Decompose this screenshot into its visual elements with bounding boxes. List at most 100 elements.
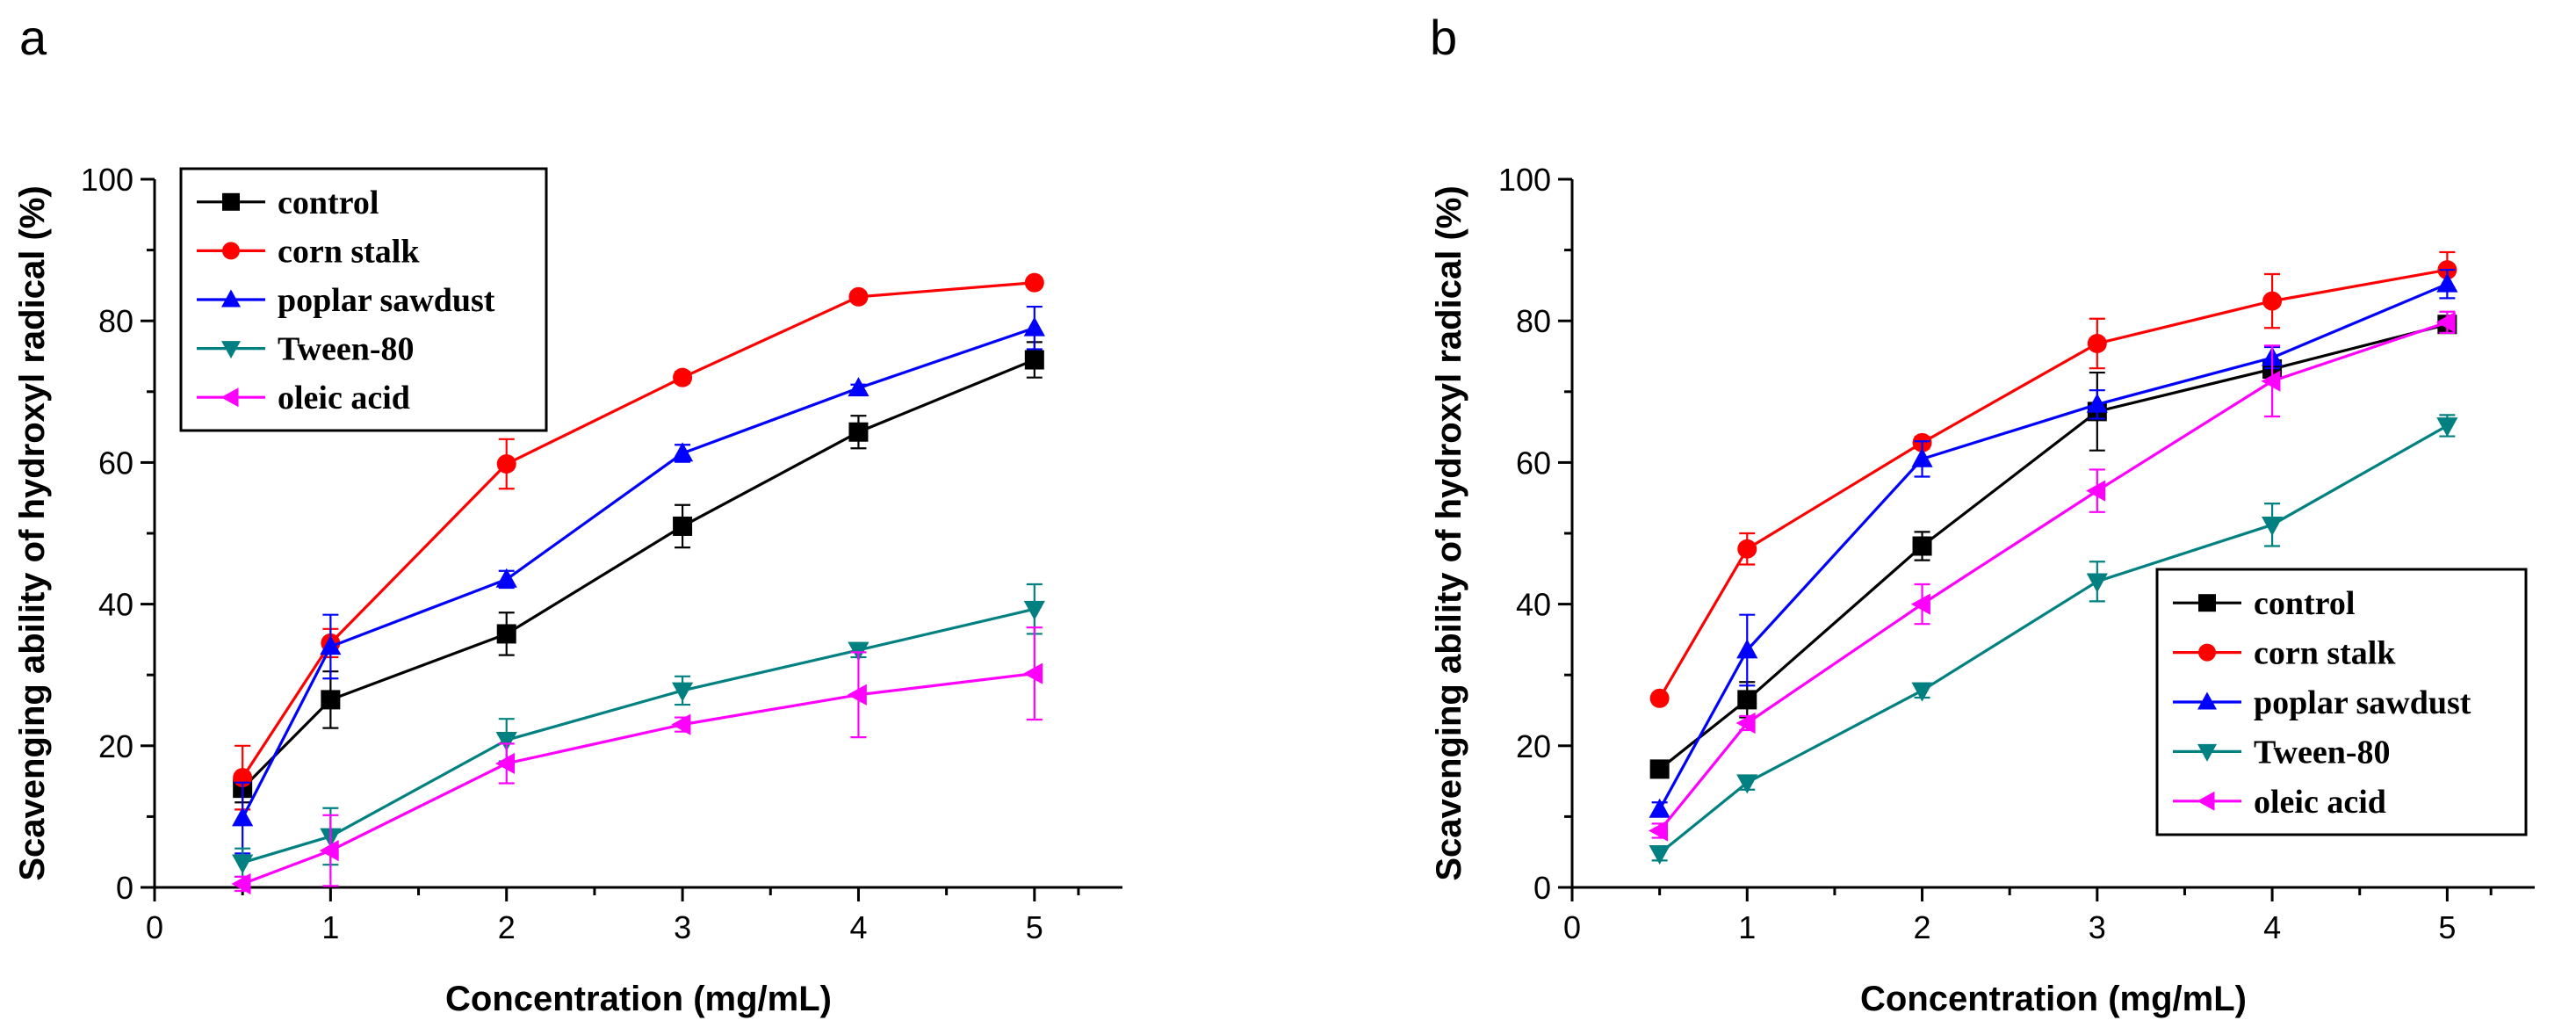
panel-a-series-oleic-acid xyxy=(231,626,1043,895)
data-point xyxy=(2086,393,2108,413)
data-point xyxy=(1023,316,1045,337)
data-point xyxy=(673,516,693,536)
legend-item-poplar-sawdust: poplar sawdust xyxy=(197,282,495,319)
legend-item-tween-80: Tween-80 xyxy=(2173,734,2391,771)
data-point xyxy=(1911,447,1933,467)
legend-label: Tween-80 xyxy=(278,331,415,368)
data-point xyxy=(496,454,516,474)
data-point xyxy=(2436,272,2458,293)
data-point xyxy=(671,442,694,462)
data-point xyxy=(495,752,516,775)
data-point xyxy=(1649,844,1670,865)
data-point xyxy=(1024,350,1044,370)
panel-b-x-axis-title: Concentration (mg/mL) xyxy=(1860,980,2247,1018)
series-line xyxy=(242,671,1035,886)
legend-marker xyxy=(2197,743,2217,762)
legend-item-tween-80: Tween-80 xyxy=(197,331,415,368)
panel-a-series-tween-80 xyxy=(232,583,1045,879)
legend-label: oleic acid xyxy=(2254,784,2386,821)
data-point xyxy=(2262,291,2283,311)
series-line xyxy=(1658,424,2449,855)
data-point xyxy=(495,732,517,752)
data-point xyxy=(1023,600,1045,620)
chart-panel-a: a 0 1 2 3 4 5 0 20 40 60 80 100 Concentration (mg/mL)… xyxy=(13,10,1122,1018)
legend-item-oleic-acid: oleic acid xyxy=(2173,784,2386,821)
legend-item-oleic-acid: oleic acid xyxy=(197,380,410,416)
data-point xyxy=(1023,662,1043,684)
panel-a-x-tick-label-3: 3 xyxy=(674,909,691,945)
panel-a-y-tick-label-0: 0 xyxy=(116,870,133,906)
panel-b-y-tick-label-40: 40 xyxy=(1516,587,1551,623)
data-point xyxy=(848,377,869,397)
legend-marker xyxy=(2197,691,2217,710)
panel-b-x-tick-label-4: 4 xyxy=(2263,909,2281,945)
data-point xyxy=(321,690,341,710)
legend-label: poplar sawdust xyxy=(2254,684,2471,721)
legend-item-control: control xyxy=(197,185,379,221)
panel-b-y-axis-title: Scavenging ability of hydroxyl radical (… xyxy=(1430,185,1468,880)
data-point xyxy=(2261,370,2281,392)
data-point xyxy=(2086,573,2108,593)
data-point xyxy=(231,872,251,895)
series-line xyxy=(1658,282,2448,811)
panel-b-series-corn-stalk xyxy=(1649,250,2457,708)
data-point xyxy=(1649,688,1670,708)
data-point xyxy=(232,854,254,874)
legend-item-corn-stalk: corn stalk xyxy=(2173,635,2396,672)
legend-label: Tween-80 xyxy=(2254,734,2391,771)
data-point xyxy=(320,635,342,655)
series-line xyxy=(242,358,1035,790)
chart-panel-b: b 0 1 2 3 4 5 0 20 40 60 80 100 Concentration (mg/mL)… xyxy=(1430,10,2535,1018)
data-point xyxy=(319,839,339,862)
panel-a-x-tick-label-0: 0 xyxy=(146,909,163,945)
panel-a-series-poplar-sawdust xyxy=(232,305,1045,855)
panel-b-series-oleic-acid xyxy=(1648,310,2456,842)
legend-label: corn stalk xyxy=(2254,635,2396,672)
series-line xyxy=(242,607,1035,865)
data-point xyxy=(232,807,254,827)
series-line xyxy=(1658,321,2448,832)
legend-item-control: control xyxy=(2173,585,2355,622)
data-point xyxy=(1911,682,1933,702)
data-point xyxy=(495,568,517,588)
panel-b-panel-label: b xyxy=(1430,10,1457,65)
panel-a-x-axis-title: Concentration (mg/mL) xyxy=(445,980,832,1018)
series-line xyxy=(1658,322,2448,771)
panel-a-y-tick-label-20: 20 xyxy=(98,728,133,764)
panel-b-y-tick-label-20: 20 xyxy=(1516,728,1551,764)
legend-marker xyxy=(2197,791,2215,811)
panel-b-y-tick-label-100: 100 xyxy=(1498,162,1551,198)
data-point xyxy=(2436,417,2458,438)
legend-label: corn stalk xyxy=(278,233,420,270)
legend-item-corn-stalk: corn stalk xyxy=(197,233,420,270)
legend-label: control xyxy=(2254,585,2355,622)
legend-marker xyxy=(220,387,239,408)
legend-marker xyxy=(2198,594,2216,612)
panel-b-x-tick-label-3: 3 xyxy=(2089,909,2106,945)
data-point xyxy=(1648,820,1668,842)
data-point xyxy=(496,624,516,644)
panel-b-y-tick-label-80: 80 xyxy=(1516,303,1551,339)
data-point xyxy=(1735,712,1756,735)
data-point xyxy=(673,367,693,387)
panel-a-y-tick-label-60: 60 xyxy=(98,445,133,481)
panel-b-series-tween-80 xyxy=(1649,414,2458,865)
panel-a-y-tick-label-40: 40 xyxy=(98,587,133,623)
data-point xyxy=(1649,759,1670,779)
data-point xyxy=(2261,516,2284,536)
panel-b-y-tick-label-60: 60 xyxy=(1516,445,1551,481)
data-point xyxy=(1736,774,1758,794)
data-point xyxy=(1737,690,1757,710)
panel-a-y-axis-title: Scavenging ability of hydroxyl radical (… xyxy=(13,185,52,880)
legend-marker xyxy=(221,341,241,359)
panel-a-y-tick-label-100: 100 xyxy=(81,162,133,198)
data-point xyxy=(2087,333,2107,353)
data-point xyxy=(1910,593,1930,615)
legend-label: poplar sawdust xyxy=(278,282,495,319)
panel-a-x-tick-label-5: 5 xyxy=(1026,909,1043,945)
data-point xyxy=(2435,311,2456,333)
panel-a-x-tick-label-4: 4 xyxy=(849,909,867,945)
series-line xyxy=(241,326,1035,819)
panel-b-x-tick-label-1: 1 xyxy=(1738,909,1756,945)
panel-b-x-tick-label-2: 2 xyxy=(1914,909,1931,945)
